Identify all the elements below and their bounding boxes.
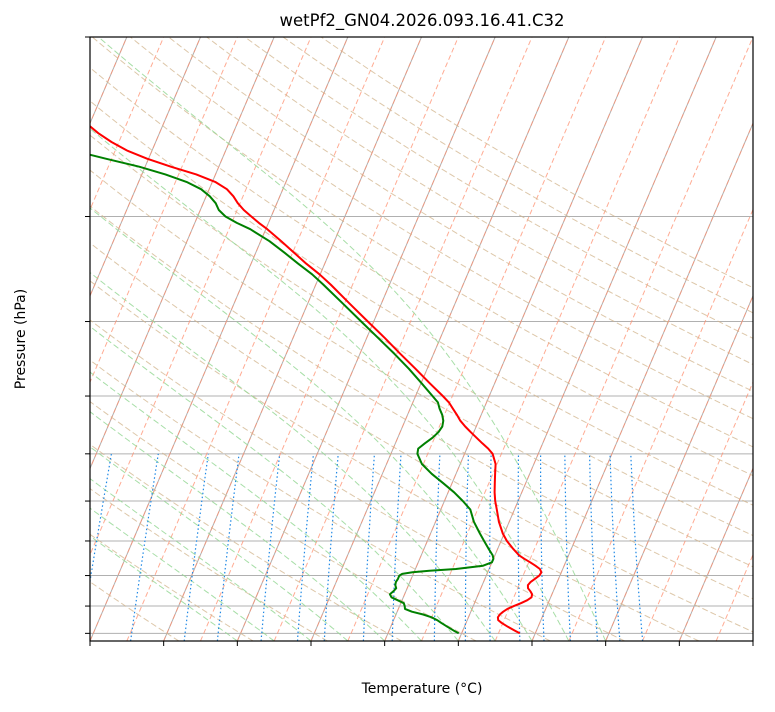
y-axis-label: Pressure (hPa) (13, 289, 29, 389)
chart-title: wetPf2_GN04.2026.093.16.41.C32 (280, 11, 565, 31)
x-axis-label: Temperature (°C) (361, 681, 483, 697)
